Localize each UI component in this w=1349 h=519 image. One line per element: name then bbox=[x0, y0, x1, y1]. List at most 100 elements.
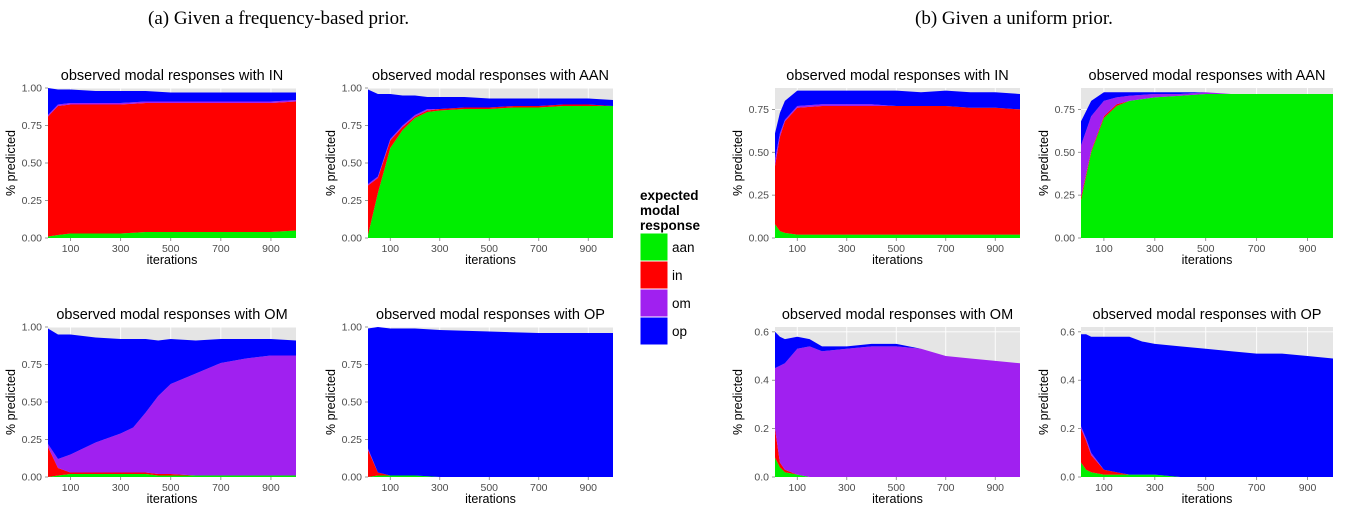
x-tick-label: 500 bbox=[1197, 243, 1215, 255]
area-aan bbox=[1081, 94, 1333, 238]
legend-title-line: modal bbox=[640, 203, 680, 218]
legend-swatch-in bbox=[639, 260, 669, 290]
chart-panel-7: 100 300 500 700 900 0.0 0.2 0.4 0.6 observed moda… bbox=[731, 307, 1020, 506]
area-in bbox=[48, 101, 296, 237]
area-in bbox=[48, 447, 296, 477]
chart-panel-1: 100 300 500 700 900 0.00 0.25 0.50 0.75 1.00 obser… bbox=[4, 68, 296, 267]
caption-a: (a) Given a frequency-based prior. bbox=[148, 8, 410, 29]
y-tick-label: 0.00 bbox=[749, 233, 770, 245]
x-tick-label: 300 bbox=[838, 482, 856, 494]
x-tick-label: 900 bbox=[986, 243, 1004, 255]
chart-panel-4: 100 300 500 700 900 0.00 0.25 0.50 0.75 1.00 obser… bbox=[324, 307, 613, 506]
y-tick-label: 0.00 bbox=[1055, 233, 1076, 245]
y-tick-label: 0.50 bbox=[22, 397, 43, 409]
legend-label-aan: aan bbox=[672, 240, 695, 255]
y-tick-label: 0.00 bbox=[22, 233, 43, 245]
y-tick-label: 0.75 bbox=[22, 359, 43, 371]
x-tick-label: 100 bbox=[789, 243, 807, 255]
y-axis-label: % predicted bbox=[1037, 130, 1051, 196]
area-op bbox=[775, 90, 1020, 160]
y-tick-label: 1.00 bbox=[22, 83, 43, 95]
area-om bbox=[48, 100, 296, 117]
x-tick-label: 100 bbox=[62, 243, 80, 255]
x-tick-label: 900 bbox=[579, 482, 597, 494]
y-axis-label: % predicted bbox=[731, 130, 745, 196]
x-tick-label: 500 bbox=[162, 243, 180, 255]
panel-title: observed modal responses with OM bbox=[782, 307, 1013, 323]
area-aan bbox=[775, 224, 1020, 238]
y-tick-label: 0.50 bbox=[342, 158, 363, 170]
x-tick-label: 500 bbox=[887, 482, 905, 494]
x-tick-label: 300 bbox=[1146, 482, 1164, 494]
y-tick-label: 0.25 bbox=[342, 434, 363, 446]
y-tick-label: 0.4 bbox=[754, 375, 769, 387]
x-tick-label: 700 bbox=[1248, 243, 1266, 255]
x-tick-label: 900 bbox=[262, 243, 280, 255]
x-tick-label: 100 bbox=[789, 482, 807, 494]
y-tick-label: 0.4 bbox=[1060, 375, 1075, 387]
y-tick-label: 0.25 bbox=[1055, 190, 1076, 202]
x-tick-label: 300 bbox=[838, 243, 856, 255]
area-aan bbox=[48, 230, 296, 238]
x-tick-label: 500 bbox=[887, 243, 905, 255]
x-axis-label: iterations bbox=[872, 492, 923, 506]
y-tick-label: 0.25 bbox=[749, 190, 770, 202]
y-axis-label: % predicted bbox=[1037, 369, 1051, 435]
y-tick-label: 0.75 bbox=[1055, 104, 1076, 116]
chart-panel-3: 100 300 500 700 900 0.00 0.25 0.50 0.75 1.00 obser… bbox=[4, 307, 296, 506]
x-tick-label: 900 bbox=[1299, 482, 1317, 494]
panel-title: observed modal responses with IN bbox=[786, 68, 1008, 84]
y-tick-label: 0.2 bbox=[1060, 423, 1075, 435]
y-tick-label: 0.75 bbox=[342, 120, 363, 132]
panel-title: observed modal responses with OM bbox=[56, 307, 287, 323]
x-tick-label: 700 bbox=[212, 243, 230, 255]
area-op bbox=[775, 331, 1020, 369]
caption-b: (b) Given a uniform prior. bbox=[915, 8, 1113, 29]
legend-title-line: expected bbox=[640, 188, 699, 203]
area-in bbox=[775, 106, 1020, 235]
x-tick-label: 500 bbox=[1197, 482, 1215, 494]
area-op bbox=[48, 328, 296, 459]
x-tick-label: 700 bbox=[937, 243, 955, 255]
y-axis-label: % predicted bbox=[324, 130, 338, 196]
y-tick-label: 0.00 bbox=[342, 472, 363, 484]
x-tick-label: 100 bbox=[382, 482, 400, 494]
y-tick-label: 0.25 bbox=[22, 434, 43, 446]
y-tick-label: 0.25 bbox=[342, 195, 363, 207]
chart-panel-8: 100 300 500 700 900 0.0 0.2 0.4 0.6 observed moda… bbox=[1037, 307, 1333, 506]
y-tick-label: 1.00 bbox=[22, 322, 43, 334]
x-tick-label: 700 bbox=[212, 482, 230, 494]
area-op bbox=[1081, 92, 1333, 146]
y-axis-label: % predicted bbox=[324, 369, 338, 435]
area-om bbox=[775, 346, 1020, 477]
x-tick-label: 300 bbox=[431, 243, 449, 255]
x-axis-label: iterations bbox=[1182, 253, 1233, 267]
area-aan bbox=[368, 475, 613, 477]
x-tick-label: 700 bbox=[530, 482, 548, 494]
x-tick-label: 100 bbox=[1095, 243, 1113, 255]
panel-title: observed modal responses with IN bbox=[61, 68, 283, 84]
y-tick-label: 1.00 bbox=[342, 322, 363, 334]
x-tick-label: 500 bbox=[480, 243, 498, 255]
y-tick-label: 0.00 bbox=[22, 472, 43, 484]
x-axis-label: iterations bbox=[872, 253, 923, 267]
area-op bbox=[1081, 334, 1333, 477]
area-om bbox=[48, 355, 296, 476]
y-tick-label: 0.0 bbox=[1060, 472, 1075, 484]
y-tick-label: 0.75 bbox=[22, 120, 43, 132]
x-tick-label: 900 bbox=[579, 243, 597, 255]
legend-label-op: op bbox=[672, 324, 687, 339]
panels: 100 300 500 700 900 0.00 0.25 0.50 0.75 1.00 obser… bbox=[4, 68, 1333, 506]
x-tick-label: 700 bbox=[530, 243, 548, 255]
legend-label-om: om bbox=[672, 296, 691, 311]
y-tick-label: 0.50 bbox=[749, 147, 770, 159]
area-om bbox=[1081, 92, 1333, 197]
area-in bbox=[1081, 428, 1333, 477]
x-tick-label: 500 bbox=[480, 482, 498, 494]
y-tick-label: 0.50 bbox=[342, 397, 363, 409]
panel-title: observed modal responses with OP bbox=[376, 307, 605, 323]
x-tick-label: 900 bbox=[1299, 243, 1317, 255]
y-axis-label: % predicted bbox=[731, 369, 745, 435]
